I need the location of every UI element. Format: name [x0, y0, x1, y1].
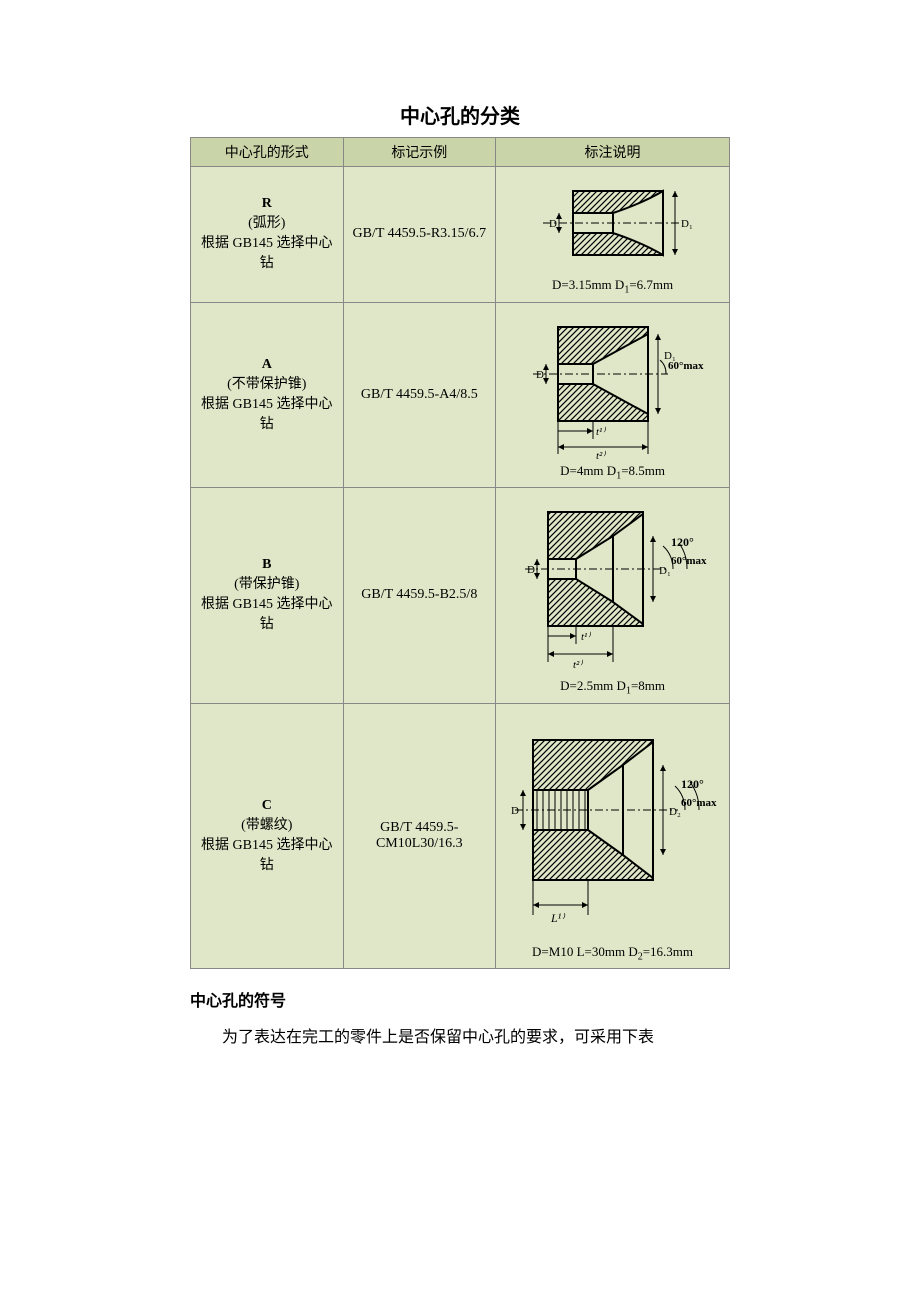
- table-row: B(带保护锥)根据 GB145 选择中心钻GB/T 4459.5-B2.5/8 …: [191, 488, 730, 704]
- diagram-svg: D D₁ 120° 60°max t¹⁾ t²⁾: [503, 494, 723, 674]
- type-note: 根据 GB145 选择中心钻: [199, 834, 335, 874]
- diagram-cell: D D₁ 120° 60°max t¹⁾ t²⁾ D=2.5mm D1=8mm: [496, 488, 730, 704]
- svg-text:60°max: 60°max: [668, 360, 704, 372]
- diagram-cell: D D₁ 60°max t¹⁾ t²⁾ D=4mm D1=8.5mm: [496, 302, 730, 488]
- mark-cell: GB/T 4459.5-R3.15/6.7: [343, 167, 496, 303]
- type-note: 根据 GB145 选择中心钻: [199, 393, 335, 433]
- type-name: (不带保护锥): [199, 373, 335, 393]
- svg-text:D₁: D₁: [681, 218, 693, 230]
- diagram-caption: D=4mm D1=8.5mm: [560, 463, 665, 482]
- table-header-row: 中心孔的形式 标记示例 标注说明: [191, 138, 730, 167]
- type-code: B: [199, 557, 335, 573]
- diagram-cell: D D₁ D=3.15mm D1=6.7mm: [496, 167, 730, 303]
- svg-text:D: D: [536, 369, 544, 381]
- type-cell: R(弧形)根据 GB145 选择中心钻: [191, 167, 344, 303]
- type-name: (带保护锥): [199, 573, 335, 593]
- diagram-wrap: D D₁ 120° 60°max t¹⁾ t²⁾ D=2.5mm D1=8mm: [504, 494, 721, 697]
- type-cell: C(带螺纹)根据 GB145 选择中心钻: [191, 703, 344, 969]
- page-title: 中心孔的分类: [190, 100, 730, 129]
- type-note: 根据 GB145 选择中心钻: [199, 232, 335, 272]
- diagram-cell: D D₂ 120° 60°max L¹⁾ D=M10 L=30mm D2=16.…: [496, 703, 730, 969]
- diagram-svg: D D₁: [513, 173, 713, 273]
- diagram-svg: D D₂ 120° 60°max L¹⁾: [503, 710, 723, 940]
- header-explain: 标注说明: [496, 138, 730, 167]
- svg-text:D: D: [527, 564, 535, 576]
- svg-text:t²⁾: t²⁾: [573, 659, 583, 671]
- diagram-wrap: D D₁ 60°max t¹⁾ t²⁾ D=4mm D1=8.5mm: [504, 309, 721, 482]
- diagram-wrap: D D₁ D=3.15mm D1=6.7mm: [504, 173, 721, 296]
- type-cell: B(带保护锥)根据 GB145 选择中心钻: [191, 488, 344, 704]
- type-code: C: [199, 798, 335, 814]
- type-name: (弧形): [199, 212, 335, 232]
- table-row: A(不带保护锥)根据 GB145 选择中心钻 GB/T 4459.5-A4/8.5…: [191, 302, 730, 488]
- diagram-caption: D=M10 L=30mm D2=16.3mm: [532, 944, 693, 963]
- classification-table: 中心孔的形式 标记示例 标注说明 R(弧形)根据 GB145 选择中心钻GB/T…: [190, 137, 730, 969]
- diagram-caption: D=2.5mm D1=8mm: [560, 678, 665, 697]
- mark-cell: GB/T 4459.5-A4/8.5: [343, 302, 496, 488]
- svg-text:L¹⁾: L¹⁾: [550, 911, 565, 925]
- svg-text:t¹⁾: t¹⁾: [596, 426, 606, 438]
- body-paragraph: 为了表达在完工的零件上是否保留中心孔的要求，可采用下表: [190, 1025, 730, 1051]
- mark-code: GB/T 4459.5-CM10L30/16.3: [376, 820, 463, 851]
- diagram-caption: D=3.15mm D1=6.7mm: [552, 277, 673, 296]
- svg-text:t²⁾: t²⁾: [596, 450, 606, 459]
- svg-text:D: D: [511, 805, 519, 817]
- header-mark: 标记示例: [343, 138, 496, 167]
- mark-code: GB/T 4459.5-A4/8.5: [361, 387, 478, 402]
- type-name: (带螺纹): [199, 814, 335, 834]
- diagram-wrap: D D₂ 120° 60°max L¹⁾ D=M10 L=30mm D2=16.…: [504, 710, 721, 963]
- type-code: R: [199, 196, 335, 212]
- svg-text:t¹⁾: t¹⁾: [581, 631, 591, 643]
- type-note: 根据 GB145 选择中心钻: [199, 593, 335, 633]
- header-form: 中心孔的形式: [191, 138, 344, 167]
- mark-cell: GB/T 4459.5-B2.5/8: [343, 488, 496, 704]
- diagram-svg: D D₁ 60°max t¹⁾ t²⁾: [508, 309, 718, 459]
- table-body: R(弧形)根据 GB145 选择中心钻GB/T 4459.5-R3.15/6.7…: [191, 167, 730, 969]
- svg-text:60°max: 60°max: [681, 797, 717, 809]
- mark-code: GB/T 4459.5-B2.5/8: [361, 587, 477, 602]
- svg-text:120°: 120°: [671, 535, 694, 549]
- svg-text:D₁: D₁: [659, 565, 671, 577]
- type-code: A: [199, 357, 335, 373]
- mark-code: GB/T 4459.5-R3.15/6.7: [353, 226, 487, 241]
- section-heading: 中心孔的符号: [190, 987, 730, 1011]
- svg-text:60°max: 60°max: [671, 555, 707, 567]
- table-row: R(弧形)根据 GB145 选择中心钻 GB/T 4459.5-R3.15/6.7…: [191, 167, 730, 303]
- svg-text:120°: 120°: [681, 777, 704, 791]
- table-row: C(带螺纹)根据 GB145 选择中心钻 GB/T 4459.5-CM10L30/…: [191, 703, 730, 969]
- document-page: 中心孔的分类 中心孔的形式 标记示例 标注说明 R(弧形)根据 GB145 选择…: [0, 0, 920, 1151]
- svg-text:D₂: D₂: [669, 806, 681, 818]
- type-cell: A(不带保护锥)根据 GB145 选择中心钻: [191, 302, 344, 488]
- mark-cell: GB/T 4459.5-CM10L30/16.3: [343, 703, 496, 969]
- svg-text:D: D: [549, 218, 557, 230]
